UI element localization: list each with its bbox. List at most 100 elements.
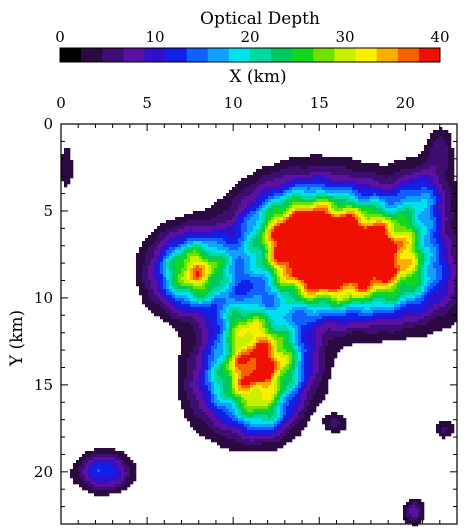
field-cell	[67, 175, 71, 179]
field-cell	[448, 265, 452, 269]
field-cell	[373, 214, 377, 218]
field-cell	[391, 247, 395, 251]
field-cell	[439, 202, 443, 206]
field-cell	[340, 220, 344, 224]
field-cell	[349, 199, 353, 203]
field-cell	[448, 139, 452, 143]
field-cell	[268, 265, 272, 269]
field-cell	[220, 250, 224, 254]
field-cell	[355, 283, 359, 287]
field-cell	[136, 256, 140, 260]
field-cell	[445, 247, 449, 251]
field-cell	[367, 244, 371, 248]
field-cell	[358, 187, 362, 191]
colorbar-frame	[59, 47, 441, 63]
field-cell	[199, 283, 203, 287]
field-cell	[247, 232, 251, 236]
field-cell	[268, 301, 272, 305]
field-cell	[283, 226, 287, 230]
field-cell	[361, 274, 365, 278]
field-cell	[265, 199, 269, 203]
field-cell	[436, 205, 440, 209]
field-cell	[283, 160, 287, 164]
field-cell	[394, 238, 398, 242]
field-cell	[199, 292, 203, 296]
field-cell	[325, 310, 329, 314]
field-cell	[391, 256, 395, 260]
field-cell	[448, 181, 452, 185]
field-cell	[265, 241, 269, 245]
field-cell	[295, 208, 299, 212]
field-cell	[148, 235, 152, 239]
field-cell	[373, 178, 377, 182]
colorbar-swatch	[144, 48, 166, 62]
field-cell	[310, 307, 314, 311]
field-cell	[244, 196, 248, 200]
field-cell	[313, 268, 317, 272]
field-cell	[268, 187, 272, 191]
field-cell	[328, 214, 332, 218]
field-cell	[190, 241, 194, 245]
field-cell	[148, 283, 152, 287]
field-cell	[376, 271, 380, 275]
field-cell	[265, 211, 269, 215]
field-cell	[349, 265, 353, 269]
field-cell	[160, 253, 164, 257]
field-cell	[220, 226, 224, 230]
field-cell	[205, 226, 209, 230]
field-cell	[157, 292, 161, 296]
field-cell	[157, 256, 161, 260]
field-cell	[196, 244, 200, 248]
field-cell	[280, 211, 284, 215]
field-cell	[190, 217, 194, 221]
field-cell	[352, 202, 356, 206]
field-cell	[280, 172, 284, 176]
field-cell	[403, 244, 407, 248]
field-cell	[259, 169, 263, 173]
field-cell	[409, 289, 413, 293]
field-cell	[310, 214, 314, 218]
field-cell	[202, 223, 206, 227]
field-cell	[430, 286, 434, 290]
field-cell	[319, 220, 323, 224]
field-cell	[343, 172, 347, 176]
field-cell	[253, 211, 257, 215]
field-cell	[388, 310, 392, 314]
field-cell	[436, 211, 440, 215]
field-cell	[220, 220, 224, 224]
field-cell	[334, 301, 338, 305]
field-cell	[226, 274, 230, 278]
field-cell	[454, 253, 458, 257]
field-cell	[184, 226, 188, 230]
field-cell	[289, 274, 293, 278]
field-cell	[424, 145, 428, 149]
field-cell	[292, 202, 296, 206]
field-cell	[271, 304, 275, 308]
field-cell	[355, 229, 359, 233]
field-cell	[226, 250, 230, 254]
field-cell	[358, 220, 362, 224]
field-cell	[355, 304, 359, 308]
field-cell	[442, 277, 446, 281]
field-cell	[259, 199, 263, 203]
field-cell	[409, 202, 413, 206]
field-cell	[280, 256, 284, 260]
field-cell	[391, 193, 395, 197]
field-cell	[241, 223, 245, 227]
field-cell	[325, 286, 329, 290]
field-cell	[337, 274, 341, 278]
field-cell	[202, 262, 206, 266]
field-cell	[160, 268, 164, 272]
field-cell	[211, 226, 215, 230]
field-cell	[223, 262, 227, 266]
field-cell	[373, 271, 377, 275]
field-cell	[340, 289, 344, 293]
field-cell	[313, 295, 317, 299]
field-cell	[271, 289, 275, 293]
field-cell	[310, 199, 314, 203]
field-cell	[229, 199, 233, 203]
field-cell	[280, 310, 284, 314]
field-cell	[190, 238, 194, 242]
field-cell	[376, 226, 380, 230]
field-cell	[289, 193, 293, 197]
